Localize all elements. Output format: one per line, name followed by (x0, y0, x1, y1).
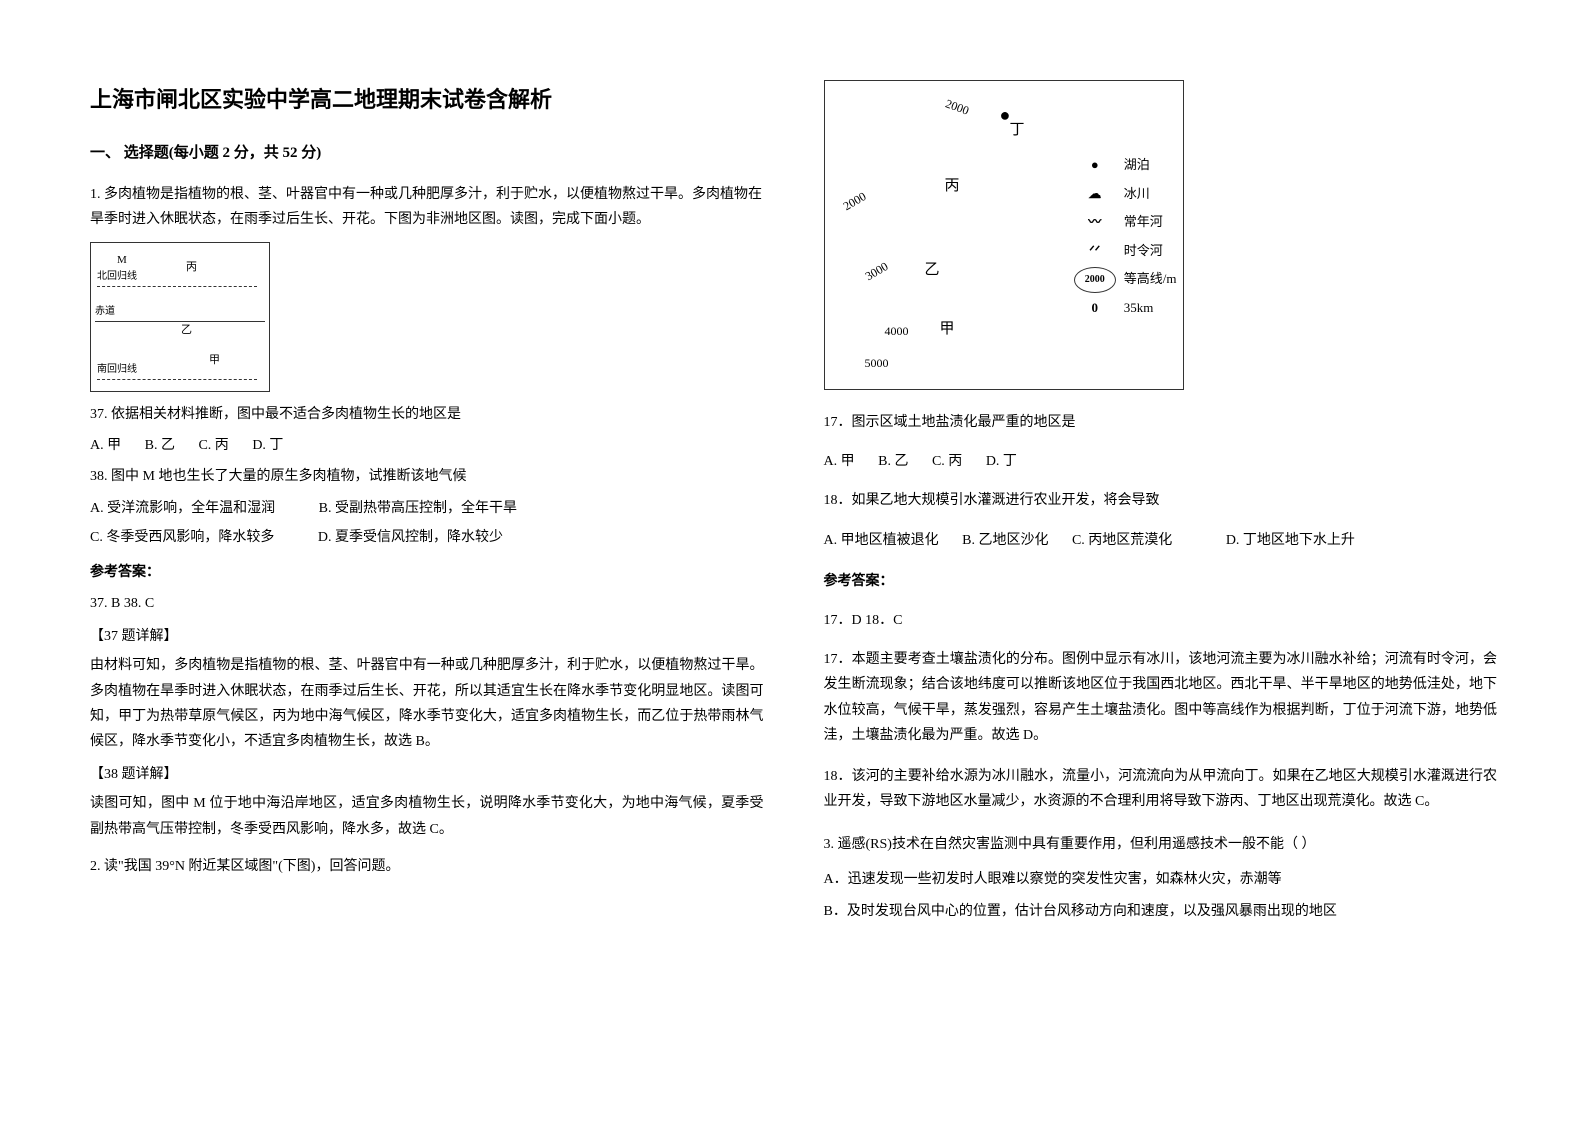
q37-opt-c: C. 丙 (198, 433, 228, 458)
seasonal-symbol-icon: ᐟᐟ (1074, 237, 1116, 266)
q17-options: A. 甲 B. 乙 C. 丙 D. 丁 (824, 449, 1498, 474)
q37-opt-d: D. 丁 (252, 433, 283, 458)
q2-stem: 2. 读"我国 39°N 附近某区域图"(下图)，回答问题。 (90, 854, 764, 879)
q37-opt-b: B. 乙 (145, 433, 175, 458)
q38-opt-d: D. 夏季受信风控制，降水较少 (318, 525, 503, 550)
q17-opt-a: A. 甲 (824, 449, 855, 474)
answer-header-1: 参考答案： (90, 560, 764, 585)
q3-opt-a: A．迅速发现一些初发时人眼难以察觉的突发性灾害，如森林火灾，赤潮等 (824, 867, 1498, 892)
map-equator: 赤道 (95, 303, 265, 322)
map-tropic-capricorn: 南回归线 (97, 361, 257, 380)
q18-opt-b: B. 乙地区沙化 (962, 528, 1048, 553)
q37-opt-a: A. 甲 (90, 433, 121, 458)
q18-opt-c: C. 丙地区荒漠化 (1072, 528, 1172, 553)
legend-contour-text: 等高线/m (1124, 265, 1177, 294)
q37: 37. 依据相关材料推断，图中最不适合多肉植物生长的地区是 (90, 402, 764, 427)
left-column: 上海市闸北区实验中学高二地理期末试卷含解析 一、 选择题(每小题 2 分，共 5… (90, 80, 764, 1042)
legend-contour: 2000 等高线/m (1074, 265, 1177, 294)
legend-glacier-text: 冰川 (1124, 180, 1150, 209)
lake-icon: ● (1000, 99, 1011, 131)
q18-opt-a: A. 甲地区植被退化 (824, 528, 939, 553)
q17: 17．图示区域土地盐渍化最严重的地区是 (824, 410, 1498, 435)
contour-2000b: 2000 (942, 94, 972, 122)
legend-seasonal-text: 时令河 (1124, 237, 1163, 266)
q38-options-row1: A. 受洋流影响，全年温和湿润 B. 受副热带高压控制，全年干旱 (90, 496, 764, 521)
map-ding: 丁 (1010, 117, 1025, 144)
explain-37-header: 【37 题详解】 (90, 624, 764, 649)
legend-lake: ● 湖泊 (1074, 151, 1177, 180)
map-label-yi: 乙 (181, 321, 192, 341)
q38: 38. 图中 M 地也生长了大量的原生多肉植物，试推断该地气候 (90, 464, 764, 489)
explain-38-header: 【38 题详解】 (90, 762, 764, 787)
legend-scale-text: 35km (1124, 294, 1154, 323)
section-1-title: 一、 选择题(每小题 2 分，共 52 分) (90, 140, 764, 167)
glacier-symbol-icon: ☁ (1074, 180, 1116, 209)
q38-opt-a: A. 受洋流影响，全年温和湿润 (90, 496, 275, 521)
region-map: 2000 2000 3000 4000 5000 丙 乙 甲 丁 ● ● 湖泊 … (824, 80, 1184, 390)
q38-opt-c: C. 冬季受西风影响，降水较多 (90, 525, 274, 550)
q37-options: A. 甲 B. 乙 C. 丙 D. 丁 (90, 433, 764, 458)
legend-scale: 0 35km (1074, 294, 1177, 323)
legend-perennial-text: 常年河 (1124, 208, 1163, 237)
map-yi: 乙 (925, 257, 940, 284)
answer-1: 37. B 38. C (90, 591, 764, 616)
explain-37: 由材料可知，多肉植物是指植物的根、茎、叶器官中有一种或几种肥厚多汁，利于贮水，以… (90, 653, 764, 754)
map-tropic-cancer: 北回归线 (97, 268, 257, 287)
exam-title: 上海市闸北区实验中学高二地理期末试卷含解析 (90, 80, 764, 120)
contour-3000: 3000 (861, 256, 893, 287)
q3-stem: 3. 遥感(RS)技术在自然灾害监测中具有重要作用，但利用遥感技术一般不能（ ） (824, 832, 1498, 857)
q17-opt-d: D. 丁 (986, 449, 1017, 474)
explain-38: 读图可知，图中 M 位于地中海沿岸地区，适宜多肉植物生长，说明降水季节变化大，为… (90, 791, 764, 841)
explain-18: 18．该河的主要补给水源为冰川融水，流量小，河流流向为从甲流向丁。如果在乙地区大… (824, 764, 1498, 814)
q18: 18．如果乙地大规模引水灌溉进行农业开发，将会导致 (824, 488, 1498, 513)
contour-symbol-icon: 2000 (1074, 267, 1116, 293)
q17-opt-c: C. 丙 (932, 449, 962, 474)
explain-17: 17．本题主要考查土壤盐渍化的分布。图例中显示有冰川，该地河流主要为冰川融水补给… (824, 647, 1498, 748)
q3-opt-b: B．及时发现台风中心的位置，估计台风移动方向和速度，以及强风暴雨出现的地区 (824, 899, 1498, 924)
africa-map: M 丙 北回归线 赤道 乙 甲 南回归线 (90, 242, 270, 392)
map-legend: ● 湖泊 ☁ 冰川 〰 常年河 ᐟᐟ 时令河 2000 等高线/m 0 35km (1074, 151, 1177, 323)
q18-options: A. 甲地区植被退化 B. 乙地区沙化 C. 丙地区荒漠化 D. 丁地区地下水上… (824, 528, 1498, 553)
q18-opt-d: D. 丁地区地下水上升 (1226, 528, 1355, 553)
q38-options-row2: C. 冬季受西风影响，降水较多 D. 夏季受信风控制，降水较少 (90, 525, 764, 550)
scale-zero: 0 (1074, 294, 1116, 323)
map-bing: 丙 (945, 173, 960, 200)
q1-stem: 1. 多肉植物是指植物的根、茎、叶器官中有一种或几种肥厚多汁，利于贮水，以便植物… (90, 182, 764, 232)
contour-5000: 5000 (865, 353, 889, 375)
contour-4000: 4000 (885, 321, 909, 343)
right-column: 2000 2000 3000 4000 5000 丙 乙 甲 丁 ● ● 湖泊 … (824, 80, 1498, 1042)
legend-glacier: ☁ 冰川 (1074, 180, 1177, 209)
legend-perennial: 〰 常年河 (1074, 208, 1177, 237)
legend-lake-text: 湖泊 (1124, 151, 1150, 180)
answer-2: 17．D 18．C (824, 608, 1498, 633)
answer-header-2: 参考答案： (824, 569, 1498, 594)
map-jia: 甲 (940, 316, 955, 343)
legend-seasonal: ᐟᐟ 时令河 (1074, 237, 1177, 266)
q38-opt-b: B. 受副热带高压控制，全年干旱 (319, 496, 517, 521)
lake-symbol-icon: ● (1074, 151, 1116, 180)
perennial-symbol-icon: 〰 (1074, 208, 1116, 237)
q17-opt-b: B. 乙 (878, 449, 908, 474)
contour-2000a: 2000 (839, 186, 871, 217)
